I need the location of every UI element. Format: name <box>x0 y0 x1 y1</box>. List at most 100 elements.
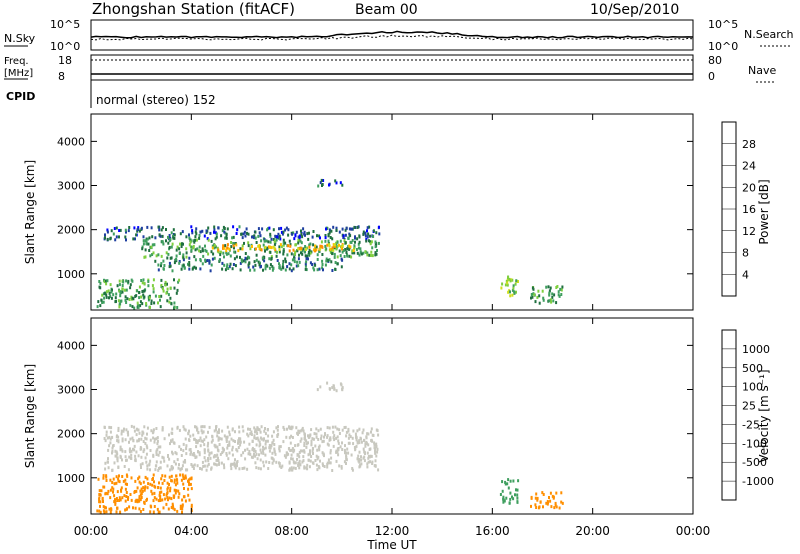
power-cell-7 <box>531 295 534 299</box>
velocity-cell-0 <box>349 435 352 439</box>
power-cell-0 <box>342 236 345 239</box>
velocity-cell-0 <box>176 425 179 429</box>
velocity-cell-0 <box>263 429 266 433</box>
velocity-cell-0 <box>297 443 300 447</box>
power-cell-3 <box>331 269 334 272</box>
power-cell-4 <box>178 278 181 282</box>
power-cell-5 <box>319 181 322 185</box>
velocity-cell-0 <box>299 429 302 433</box>
velocity-cell-0 <box>225 438 228 442</box>
velocity-cell-0 <box>317 455 320 459</box>
velocity-cell-0 <box>196 464 199 468</box>
velocity-cell-4 <box>554 501 557 505</box>
velocity-cell-1 <box>155 497 158 501</box>
velocity-cell-0 <box>317 429 320 433</box>
velocity-cell-0 <box>286 453 288 457</box>
velocity-cell-0 <box>107 460 109 464</box>
power-cell-5 <box>334 179 337 183</box>
velocity-cell-0 <box>155 427 158 430</box>
velocity-cell-0 <box>282 425 285 429</box>
power-cell-2 <box>304 248 307 251</box>
velocity-cell-0 <box>255 437 258 441</box>
power-cell-1 <box>161 240 164 244</box>
power-cell-4 <box>133 306 136 310</box>
velocity-cell-0 <box>120 429 123 433</box>
power-cell-4 <box>131 296 134 300</box>
velocity-cell-0 <box>179 467 182 471</box>
power-cell-1 <box>225 252 228 256</box>
power-cell-0 <box>253 234 256 238</box>
velocity-cell-0 <box>231 427 234 431</box>
velocity-cell-1 <box>162 506 165 510</box>
velocity-cell-0 <box>205 468 208 472</box>
power-cell-1 <box>255 253 258 257</box>
power-cell-0 <box>278 227 280 231</box>
power-cell-0 <box>367 232 370 236</box>
velocity-cell-1 <box>177 495 180 499</box>
velocity-cell-1 <box>169 489 172 493</box>
power-cell-1 <box>249 247 252 251</box>
power-cell-4 <box>153 301 156 305</box>
power-cell-3 <box>210 263 213 267</box>
velocity-cell-1 <box>109 478 112 482</box>
power-cell-1 <box>344 248 347 251</box>
velocity-cell-0 <box>326 434 329 438</box>
velocity-cell-0 <box>156 442 159 446</box>
power-cell-0 <box>214 237 217 241</box>
velocity-cell-0 <box>109 441 112 445</box>
velocity-cell-0 <box>231 448 234 452</box>
velocity-cell-0 <box>241 467 244 470</box>
power-cell-0 <box>172 236 175 240</box>
power-cell-0 <box>206 237 209 241</box>
power-cell-0 <box>213 228 216 232</box>
velocity-cell-1 <box>97 477 100 481</box>
velocity-cell-0 <box>276 434 279 437</box>
power-cell-0 <box>124 228 127 232</box>
velocity-cell-1 <box>127 497 129 501</box>
velocity-cell-0 <box>145 452 148 456</box>
power-cell-4 <box>117 299 120 303</box>
velocity-colorbar-tick-label: 25 <box>742 400 756 413</box>
velocity-cell-0 <box>320 437 322 441</box>
power-cell-4 <box>160 278 163 282</box>
velocity-cell-0 <box>193 463 196 467</box>
velocity-cell-0 <box>215 463 218 467</box>
nsky-label: N.Sky <box>4 32 36 45</box>
velocity-cell-0 <box>318 448 321 452</box>
power-cell-2 <box>308 245 311 249</box>
velocity-cell-0 <box>301 449 304 453</box>
power-cell-2 <box>273 247 276 250</box>
velocity-cell-4 <box>534 503 537 507</box>
velocity-cell-0 <box>268 461 271 464</box>
freq-panel: Freq. [MHz] 18 8 80 0 Nave <box>4 54 776 83</box>
power-cell-4 <box>128 298 131 301</box>
power-cell-0 <box>295 230 298 234</box>
velocity-cell-0 <box>247 452 250 456</box>
power-cell-1 <box>189 240 192 244</box>
velocity-cell-0 <box>357 454 360 458</box>
velocity-cell-0 <box>204 459 207 463</box>
power-cell-7 <box>560 293 563 296</box>
velocity-cell-4 <box>552 496 555 500</box>
velocity-cell-0 <box>185 468 187 472</box>
power-cell-3 <box>188 261 191 264</box>
velocity-cell-3 <box>509 491 512 495</box>
power-cell-1 <box>342 249 345 252</box>
velocity-cell-1 <box>162 493 165 497</box>
velocity-cell-0 <box>273 447 276 451</box>
power-cell-0 <box>324 234 327 237</box>
velocity-cell-0 <box>356 440 359 444</box>
cpid-panel: CPID normal (stereo) 152 <box>6 80 216 108</box>
power-cell-1 <box>346 254 349 258</box>
velocity-cell-0 <box>142 450 145 454</box>
velocity-cell-0 <box>237 441 239 445</box>
velocity-cell-4 <box>555 505 558 509</box>
velocity-cell-0 <box>308 465 311 469</box>
velocity-cell-0 <box>257 428 260 431</box>
velocity-cell-0 <box>182 460 185 464</box>
power-cell-3 <box>284 260 287 264</box>
velocity-cell-0 <box>336 435 339 439</box>
velocity-cell-1 <box>172 506 175 510</box>
velocity-cell-4 <box>558 506 561 510</box>
power-cell-0 <box>331 237 334 241</box>
